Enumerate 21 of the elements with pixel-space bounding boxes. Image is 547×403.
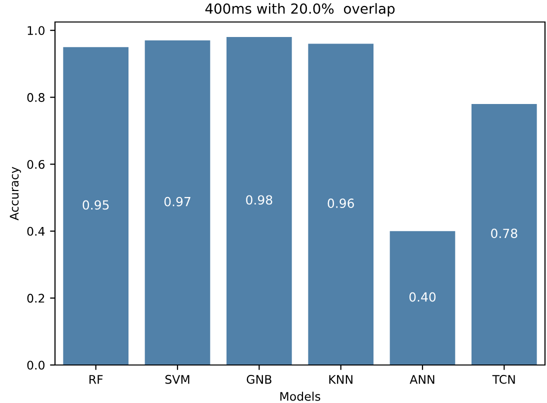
chart-title: 400ms with 20.0% overlap [205,3,395,17]
data-label: 0.40 [409,292,436,302]
y-axis-title: Accuracy [10,166,21,220]
x-tick-label: KNN [329,375,352,384]
data-label: 0.78 [491,228,518,238]
x-tick-label: SVM [165,374,190,384]
y-tick-label: 0.2 [27,294,44,303]
y-tick-label: 1.0 [28,26,44,36]
y-tick-label: 0.4 [27,226,45,236]
x-tick-label: RF [89,375,103,384]
x-tick-label: ANN [410,375,434,384]
y-tick-label: 0.0 [27,360,44,370]
y-tick-label: 0.6 [27,160,45,169]
data-label: 0.97 [164,196,190,206]
data-label: 0.95 [82,200,109,210]
x-axis-title: Models [280,392,320,401]
y-tick-label: 0.8 [27,93,44,102]
x-tick-label: GNB [246,374,272,384]
x-tick-label: TCN [492,374,515,384]
data-label: 0.96 [328,198,354,208]
data-label: 0.98 [246,195,272,205]
